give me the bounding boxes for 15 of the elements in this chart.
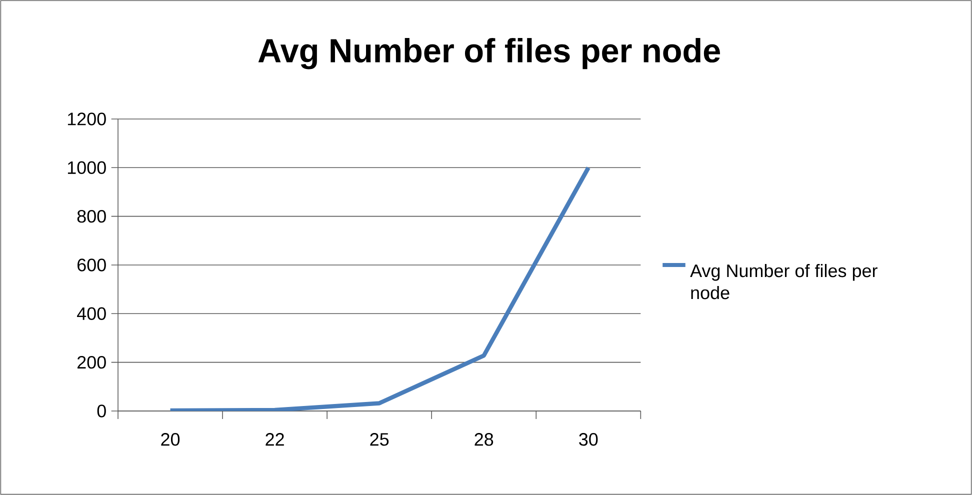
y-tick-label: 400 — [77, 307, 106, 320]
y-tick-label: 1000 — [68, 161, 106, 174]
x-tick-label: 30 — [579, 433, 598, 446]
x-tick-label: 22 — [266, 433, 284, 446]
x-tick-label: 25 — [370, 433, 389, 446]
y-tick-label: 1200 — [68, 112, 106, 126]
y-tick-label: 200 — [77, 356, 106, 369]
chart-title: Avg Number of files per node — [258, 38, 720, 70]
y-tick-label: 800 — [77, 210, 106, 223]
line-series — [168, 166, 591, 411]
legend-label: Avg Number of files per node — [690, 264, 878, 300]
x-tick-label: 20 — [161, 433, 180, 446]
y-tick-label: 600 — [78, 258, 106, 272]
x-tick-label: 28 — [474, 433, 494, 446]
y-tick-label: 0 — [97, 404, 106, 418]
